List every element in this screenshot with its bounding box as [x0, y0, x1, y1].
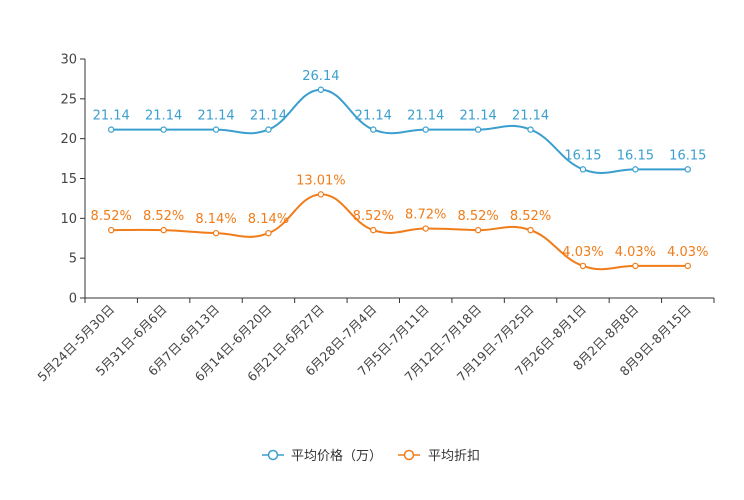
legend-item-price[interactable]: 平均价格（万）	[262, 448, 382, 464]
data-label: 4.03%	[615, 245, 656, 260]
data-point[interactable]	[212, 229, 220, 237]
series-1: 8.52% 8.52% 8.14% 8.14% 13.01% 8.52% 8.72% 8.52…	[91, 173, 708, 271]
data-point[interactable]	[579, 166, 587, 173]
y-tick-label: 30	[60, 53, 77, 68]
data-label: 21.14	[145, 109, 182, 124]
data-point[interactable]	[422, 225, 429, 232]
data-label: 26.14	[302, 69, 339, 84]
data-point[interactable]	[632, 262, 639, 270]
data-point[interactable]	[474, 126, 482, 133]
data-point[interactable]	[108, 126, 115, 133]
legend-label-price: 平均价格（万）	[291, 448, 382, 464]
data-point[interactable]	[527, 126, 534, 133]
legend-item-discount[interactable]: 平均折扣	[398, 449, 480, 464]
legend-marker-discount	[403, 449, 415, 461]
data-label: 16.15	[669, 148, 706, 163]
data-point[interactable]	[212, 126, 220, 133]
data-point[interactable]	[265, 126, 272, 133]
data-label: 21.14	[93, 109, 130, 124]
data-label: 8.52%	[510, 209, 551, 224]
y-tick-label: 5	[69, 252, 77, 267]
data-point[interactable]	[684, 262, 691, 270]
data-label: 8.52%	[457, 209, 498, 224]
data-point[interactable]	[265, 229, 272, 237]
data-point[interactable]	[160, 226, 167, 234]
data-label: 8.52%	[353, 209, 394, 224]
data-label: 21.14	[197, 109, 234, 124]
data-label: 16.15	[617, 148, 654, 163]
data-label: 4.03%	[667, 245, 708, 260]
legend-label-discount: 平均折扣	[428, 449, 480, 464]
data-point[interactable]	[108, 226, 115, 234]
data-point[interactable]	[632, 166, 639, 173]
y-tick-label: 0	[69, 292, 77, 307]
data-label: 8.72%	[405, 208, 446, 223]
data-point[interactable]	[422, 126, 429, 133]
data-label: 21.14	[250, 109, 287, 124]
data-label: 8.14%	[195, 212, 236, 227]
y-tick-label: 15	[60, 172, 77, 187]
series-0: 21.14 21.14 21.14 21.14 26.14 21.14 21.14 21.14…	[93, 69, 706, 175]
data-label: 16.15	[564, 148, 601, 163]
data-label: 21.14	[460, 109, 497, 124]
data-label: 21.14	[407, 109, 444, 124]
data-point[interactable]	[160, 126, 167, 133]
data-label: 21.14	[512, 109, 549, 124]
series-layer: 21.14 21.14 21.14 21.14 26.14 21.14 21.14 21.14…	[91, 69, 708, 271]
legend: 平均价格（万） 平均折扣	[262, 448, 480, 464]
data-point[interactable]	[579, 262, 587, 270]
data-label: 4.03%	[562, 245, 603, 260]
data-point[interactable]	[317, 191, 325, 198]
data-label: 8.52%	[143, 209, 184, 224]
data-point[interactable]	[684, 166, 691, 173]
y-tick-label: 20	[60, 132, 77, 147]
data-point[interactable]	[474, 226, 482, 234]
data-point[interactable]	[370, 126, 377, 133]
data-point[interactable]	[317, 86, 325, 93]
legend-marker-price	[267, 449, 279, 461]
y-tick-label: 10	[60, 212, 77, 227]
data-label: 8.52%	[91, 209, 132, 224]
data-label: 8.14%	[248, 212, 289, 227]
data-label: 21.14	[355, 109, 392, 124]
y-tick-label: 25	[60, 92, 77, 107]
data-point[interactable]	[527, 226, 534, 234]
data-label: 13.01%	[296, 173, 346, 188]
data-point[interactable]	[370, 226, 377, 234]
